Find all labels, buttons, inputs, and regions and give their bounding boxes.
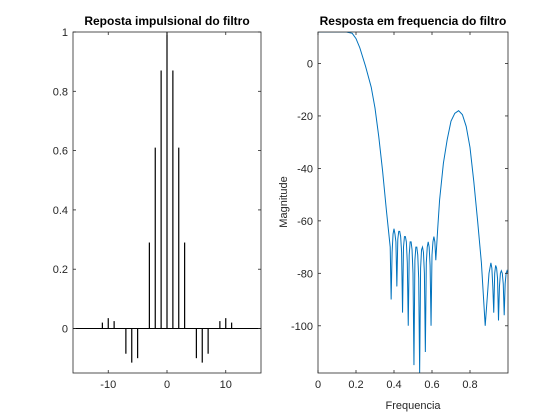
y-tick-label: 0.8 (53, 86, 68, 98)
y-tick-label: -20 (297, 111, 313, 123)
y-tick-label: -40 (297, 163, 313, 175)
frequency-response-chart: Resposta em frequencia do filtro 0 0.2 0.4… (278, 14, 509, 412)
x-tick-label: 0 (164, 379, 170, 391)
x-tick-label: 0.4 (386, 379, 401, 391)
magnitude-series-line (318, 32, 508, 373)
frequency-plot-area (318, 32, 508, 373)
y-tick-label: -60 (297, 216, 313, 228)
x-tick-label: 0.2 (348, 379, 363, 391)
impulse-axes-box (72, 31, 262, 374)
x-tick-label: -10 (100, 379, 116, 391)
frequency-chart-title: Resposta em frequencia do filtro (320, 14, 507, 28)
frequency-xlabel: Frequencia (385, 400, 441, 412)
x-tick-label: 0 (315, 379, 321, 391)
frequency-ticks: 0 0.2 0.4 0.6 0.8 -100 -80 -60 -40 -20 0 (291, 32, 508, 391)
impulse-response-chart: Reposta impulsional do filtro -10 0 10 0 0.2… (53, 14, 262, 391)
impulse-plot-area (73, 32, 261, 363)
y-tick-label: 1 (62, 27, 68, 39)
impulse-ticks: -10 0 10 0 0.2 0.4 0.6 0.8 1 (53, 27, 261, 391)
y-tick-label: 0 (307, 58, 313, 70)
frequency-axes-background (318, 32, 508, 373)
y-tick-label: -100 (291, 321, 313, 333)
y-tick-label: 0.4 (53, 205, 68, 217)
y-tick-label: 0 (62, 324, 68, 336)
frequency-ylabel: Magnitude (278, 176, 290, 227)
frequency-axes-box (317, 31, 509, 374)
x-tick-label: 10 (220, 379, 232, 391)
y-tick-label: 0.6 (53, 146, 68, 158)
x-tick-label: 0.8 (462, 379, 477, 391)
x-tick-label: 0.6 (424, 379, 439, 391)
y-tick-label: 0.2 (53, 264, 68, 276)
y-tick-label: -80 (297, 268, 313, 280)
impulse-chart-title: Reposta impulsional do filtro (84, 14, 249, 28)
